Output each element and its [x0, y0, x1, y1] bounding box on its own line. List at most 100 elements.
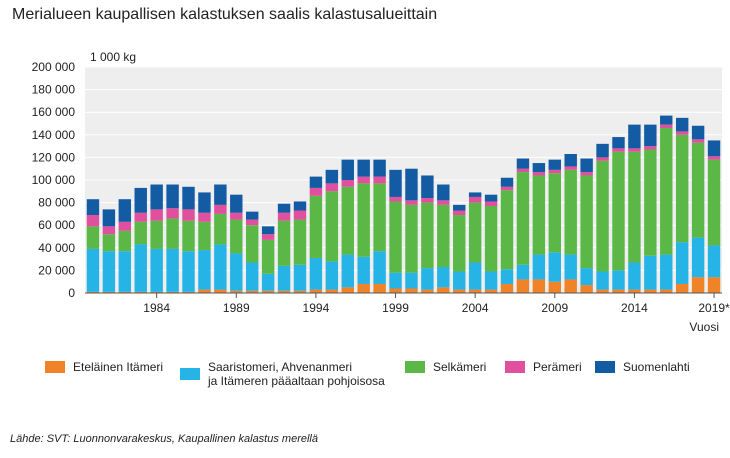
legend-label-saaristomeri-line1: Saaristomeri, Ahvenanmeri [208, 360, 353, 374]
bar-2014-series-2 [628, 151, 641, 263]
bar-2002-series-2 [437, 204, 450, 268]
bar-1989-series-2 [230, 219, 243, 254]
bar-2013-series-3 [612, 148, 625, 152]
bar-1987-series-4 [198, 192, 211, 213]
bar-1986-series-1 [182, 251, 195, 292]
bar-1983-series-4 [134, 187, 147, 213]
bar-1986-series-0 [182, 291, 195, 293]
bar-2011-series-2 [580, 175, 593, 269]
chart-title: Merialueen kaupallisen kalastuksen saali… [12, 6, 438, 23]
bar-1992-series-4 [277, 203, 291, 213]
bar-1996-series-3 [341, 180, 354, 187]
bar-2007-series-3 [516, 168, 530, 173]
x-tick-label: 2014 [621, 301, 648, 315]
bar-1989-series-4 [230, 194, 243, 213]
x-tick-label: 1994 [303, 301, 330, 315]
y-tick-label: 80 000 [38, 196, 75, 210]
bar-1985-series-3 [166, 208, 179, 219]
legend-item-selkameri: Selkämeri [405, 360, 486, 374]
bar-2001-series-0 [421, 289, 434, 293]
bar-1986-series-4 [182, 186, 195, 210]
bar-1999-series-0 [389, 288, 402, 293]
bar-2007-series-2 [516, 172, 530, 265]
bar-1997-series-3 [357, 176, 370, 184]
bar-2003-series-2 [453, 215, 466, 272]
bar-1983-series-3 [134, 212, 147, 222]
legend-label-perameri: Perämeri [533, 360, 582, 374]
bar-1995-series-3 [325, 183, 339, 192]
bar-1991-series-2 [261, 239, 275, 274]
legend-item-etelainen-itameri: Eteläinen Itämeri [45, 360, 163, 374]
y-tick-label: 180 000 [32, 83, 76, 97]
bar-2004-series-1 [468, 262, 482, 290]
legend-swatch-selkameri [405, 361, 425, 373]
bar-2000-series-4 [405, 168, 418, 201]
bar-1999-series-2 [389, 201, 402, 273]
bar-1980-series-0 [86, 291, 100, 293]
bar-1996-series-1 [341, 254, 354, 288]
bar-2007-series-0 [516, 279, 530, 293]
bar-2013-series-2 [612, 151, 625, 271]
bar-1981-series-4 [102, 209, 116, 227]
bar-2013-series-4 [612, 137, 625, 149]
bar-1990-series-3 [246, 219, 259, 226]
bar-2009-series-3 [548, 169, 561, 174]
legend-item-perameri: Perämeri [505, 360, 582, 374]
bar-2015-series-3 [644, 146, 657, 150]
bar-2018-series-3 [691, 139, 705, 143]
legend-item-suomenlahti: Suomenlahti [595, 360, 690, 374]
bar-2005-series-1 [484, 271, 498, 290]
bar-1992-series-2 [277, 220, 291, 266]
bar-2017-series-2 [675, 134, 689, 243]
bar-2005-series-2 [484, 205, 498, 272]
bar-2004-series-3 [468, 196, 482, 203]
y-axis-label: 1 000 kg [90, 50, 136, 64]
bar-2014-series-0 [628, 289, 641, 293]
bar-2008-series-0 [532, 279, 546, 293]
bar-1985-series-0 [166, 291, 179, 293]
bar-2003-series-4 [453, 204, 466, 211]
bar-1994-series-0 [309, 289, 323, 293]
bar-1988-series-3 [214, 204, 227, 214]
bar-2016-series-0 [660, 289, 673, 293]
legend-label-saaristomeri: Saaristomeri, Ahvenanmeri ja Itämeren pä… [208, 360, 385, 388]
bar-2001-series-3 [421, 198, 434, 203]
bar-2015-series-0 [644, 289, 657, 293]
bar-2019-series-4 [707, 140, 721, 157]
bar-1980-series-3 [86, 215, 100, 227]
y-tick-label: 100 000 [32, 173, 76, 187]
bar-1995-series-0 [325, 289, 339, 293]
legend-label-saaristomeri-line2: ja Itämeren pääaltaan pohjoisosa [208, 374, 385, 388]
bar-2015-series-1 [644, 255, 657, 290]
y-tick-label: 160 000 [32, 105, 76, 119]
bar-1990-series-1 [246, 262, 259, 291]
bar-2017-series-1 [675, 242, 689, 284]
bar-2019-series-0 [707, 277, 721, 293]
x-tick-label: 1999 [382, 301, 409, 315]
bar-2018-series-2 [691, 142, 705, 238]
bar-1984-series-3 [150, 209, 163, 221]
x-tick-label: 1984 [143, 301, 170, 315]
bar-2004-series-4 [468, 192, 482, 197]
bar-2016-series-4 [660, 115, 673, 125]
bar-1987-series-2 [198, 221, 211, 251]
bar-1984-series-0 [150, 291, 163, 293]
bar-2008-series-4 [532, 163, 546, 173]
bar-1993-series-3 [293, 210, 307, 220]
bar-2005-series-4 [484, 194, 498, 202]
bar-2009-series-1 [548, 252, 561, 282]
y-tick-label: 140 000 [32, 128, 76, 142]
bar-1989-series-3 [230, 212, 243, 220]
bar-1999-series-1 [389, 272, 402, 289]
legend-swatch-suomenlahti [595, 361, 615, 373]
bar-1993-series-1 [293, 264, 307, 291]
bar-1991-series-1 [261, 273, 275, 291]
bar-2017-series-4 [675, 117, 689, 132]
bar-2002-series-0 [437, 287, 450, 293]
bar-1998-series-0 [373, 283, 386, 293]
legend-label-suomenlahti: Suomenlahti [623, 360, 690, 374]
bar-1989-series-1 [230, 253, 243, 291]
bar-1998-series-4 [373, 159, 386, 177]
bar-1996-series-0 [341, 287, 354, 293]
